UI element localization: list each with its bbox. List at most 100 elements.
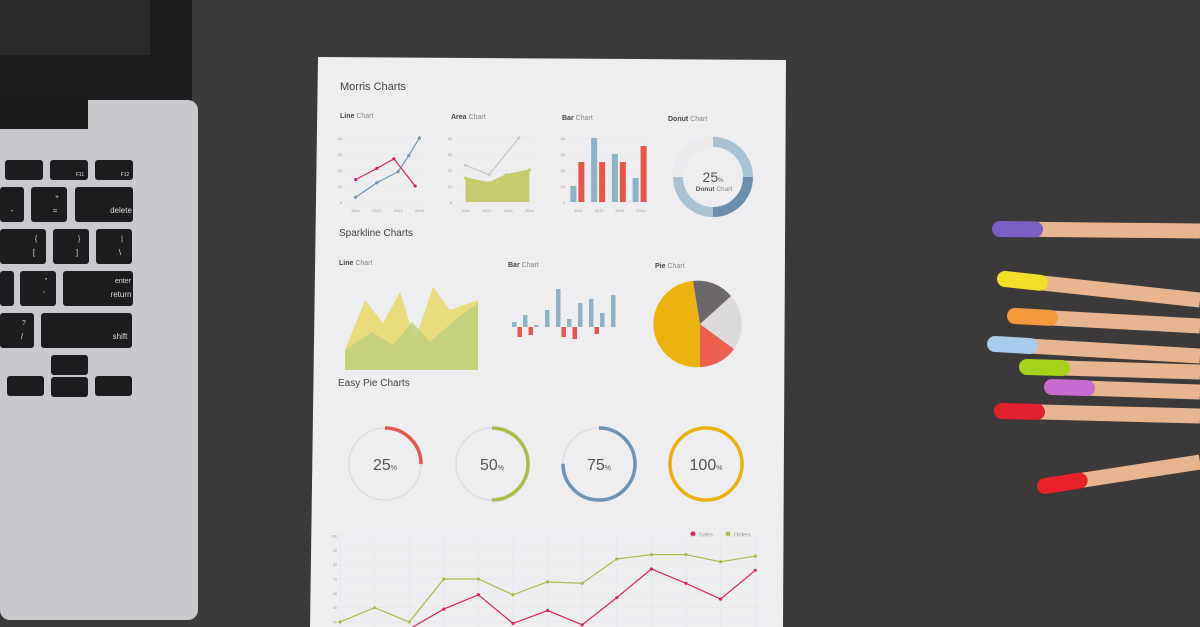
key-label-top: + [55, 194, 59, 201]
x-tick-label: 2012 [595, 208, 605, 213]
easy-pie-value: 25% [373, 457, 397, 474]
key-label-apostrophe: ' [43, 290, 45, 299]
y-tick-label: 30 [561, 152, 566, 157]
easy-pie-value: 100% [690, 457, 723, 474]
data-point [487, 181, 491, 185]
keyboard-key [51, 355, 88, 375]
easy-pie-title: Easy Pie Charts [338, 378, 410, 389]
x-tick-label: 2011 [461, 208, 470, 213]
data-point [684, 553, 688, 557]
spark-bar-up [578, 303, 583, 327]
pencil-tip [1007, 308, 1058, 326]
spark-bar-up [534, 325, 539, 327]
key-label-f12: F12 [121, 172, 130, 178]
pencil-tip [994, 403, 1045, 420]
data-point [476, 593, 480, 597]
data-point [487, 173, 491, 177]
keyboard-key [95, 376, 132, 396]
spark-pie-title: Pie Chart [655, 263, 685, 270]
x-tick-label: 2011 [574, 208, 583, 213]
bar [619, 162, 626, 202]
series-line [465, 169, 530, 184]
data-point [464, 176, 468, 180]
data-point [615, 557, 619, 561]
bar [599, 162, 606, 202]
pie-slice-light [700, 296, 742, 349]
x-tick-label: 2011 [351, 208, 360, 213]
area-fill [465, 170, 530, 202]
y-tick-label: 30 [338, 152, 343, 157]
key-label-f11: F11 [76, 172, 84, 178]
spark-bar-up [589, 299, 594, 327]
bar [632, 178, 639, 202]
y-tick-label: 20 [448, 168, 453, 173]
colored-pencils [987, 221, 1200, 494]
data-point [719, 597, 723, 601]
keyboard-key [53, 229, 89, 264]
x-tick-label: 2012 [482, 208, 492, 213]
spark-bar-down [594, 327, 599, 334]
pie-slice-dark [693, 280, 731, 324]
data-point [527, 168, 531, 172]
keyboard-key [96, 229, 132, 264]
key-label-delete: delete [110, 206, 132, 215]
data-point [442, 577, 446, 581]
easy-pie-value: 75% [587, 457, 611, 474]
data-point [546, 580, 550, 584]
easy-pie-arc [454, 426, 530, 502]
bar-chart-title: Bar Chart [562, 115, 593, 122]
key-label-backslash: \ [119, 248, 122, 257]
key-label-slash: / [21, 332, 24, 341]
y-tick-label: 40 [338, 136, 343, 141]
x-tick-label: 2014 [636, 208, 646, 213]
key-label-shift: shift [113, 332, 128, 341]
pencil-tip [1019, 359, 1070, 377]
key-label-bracket_open: [ [33, 248, 36, 257]
data-point [517, 136, 521, 140]
data-point [684, 581, 688, 585]
y-tick-label: 60 [333, 592, 337, 596]
easy-pie-arc [561, 426, 637, 502]
y-tick-label: 40 [333, 621, 337, 625]
y-tick-label: 20 [338, 168, 343, 173]
donut-chart-title: Donut Chart [668, 116, 707, 123]
keyboard-top-row [0, 0, 150, 55]
key-label-top: { [35, 236, 38, 243]
data-point [375, 166, 379, 170]
data-point [649, 553, 654, 557]
paper-sheet: Morris Charts Line Chart Area Chart Bar … [310, 57, 786, 627]
data-point [753, 554, 757, 558]
donut-segment-empty [673, 137, 714, 178]
donut-label: Donut Chart [696, 186, 733, 193]
easy-pie-arc [668, 426, 744, 502]
keyboard-key [7, 376, 44, 396]
legend-sales-dot [690, 531, 696, 537]
keyboard-key [51, 377, 88, 397]
keyboard-key [5, 160, 43, 180]
data-point [580, 623, 584, 627]
spark-bar-up [567, 319, 572, 327]
easy-pie-arc [347, 426, 423, 502]
spark-bar-down [561, 327, 566, 337]
y-tick-label: 40 [561, 136, 566, 141]
data-point [719, 560, 723, 564]
legend-orders-dot [725, 531, 731, 537]
spark-bar-down [528, 327, 533, 335]
spark-bar-up [611, 295, 616, 327]
y-tick-label: 90 [333, 549, 337, 553]
x-tick-label: 2014 [525, 208, 535, 213]
keyboard-key [0, 313, 34, 348]
pencil-tip [1037, 472, 1088, 494]
data-point [649, 567, 654, 571]
donut-segment-value [712, 176, 753, 217]
data-point [375, 181, 379, 185]
paper-title: Morris Charts [340, 81, 407, 93]
laptop: F11 F12 - + = delete {[}] | \ "' enter return? / shif… [0, 0, 198, 620]
clip [0, 95, 88, 129]
key-label-top: ? [22, 320, 26, 327]
data-point [338, 620, 342, 624]
spark-area-2 [345, 303, 478, 370]
area-chart-title: Area Chart [451, 114, 486, 121]
data-point [417, 136, 421, 140]
